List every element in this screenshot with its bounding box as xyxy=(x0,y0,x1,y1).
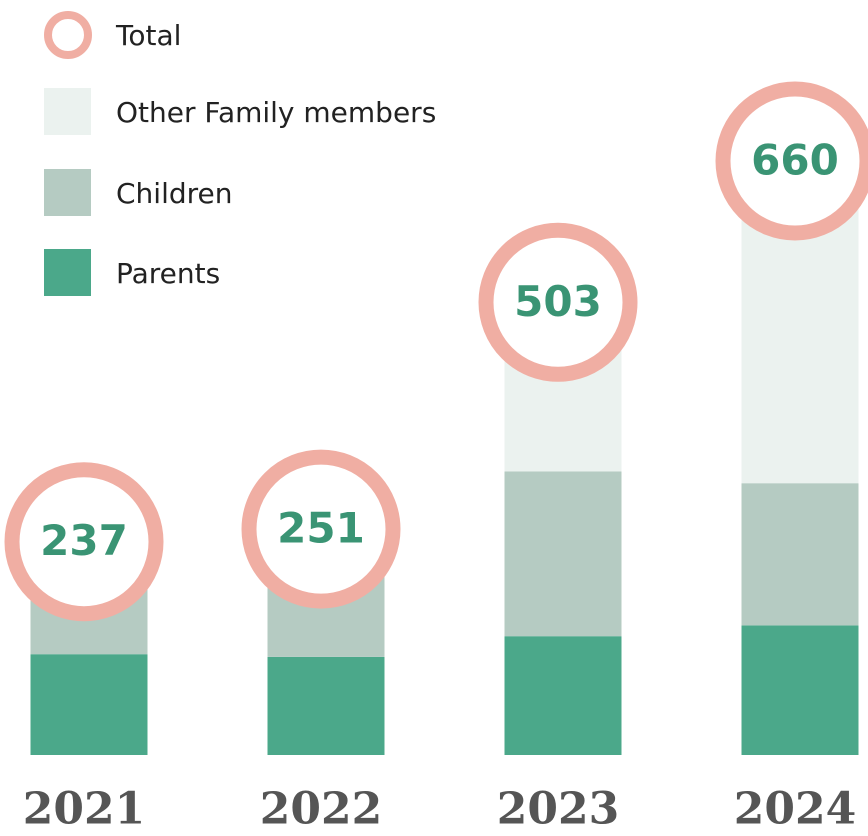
total-label: 251 xyxy=(277,504,365,553)
total-label: 237 xyxy=(40,516,128,565)
x-tick-label: 2022 xyxy=(260,784,382,835)
legend-swatch xyxy=(44,169,91,216)
legend-swatch xyxy=(44,249,91,296)
legend-label: Parents xyxy=(116,257,220,290)
legend-label: Total xyxy=(115,19,181,52)
total-circle xyxy=(241,449,401,609)
total-circle xyxy=(478,222,638,382)
total-label: 503 xyxy=(514,277,602,326)
bar-segment xyxy=(741,483,859,626)
bar-segment xyxy=(741,625,859,755)
bar-segment xyxy=(504,471,622,637)
legend-marker xyxy=(44,11,92,59)
total-circle xyxy=(4,462,164,622)
x-tick-label: 2023 xyxy=(497,784,619,835)
total-circle xyxy=(715,81,868,241)
bar-segment xyxy=(504,636,622,755)
legend-label: Other Family members xyxy=(116,96,436,129)
total-label: 660 xyxy=(751,136,839,185)
legend-label: Children xyxy=(116,177,233,210)
bar-segment xyxy=(267,656,385,755)
bar-segment xyxy=(30,654,148,755)
x-tick-label: 2021 xyxy=(23,784,145,835)
x-tick-label: 2024 xyxy=(734,784,856,835)
legend-swatch xyxy=(44,88,91,135)
